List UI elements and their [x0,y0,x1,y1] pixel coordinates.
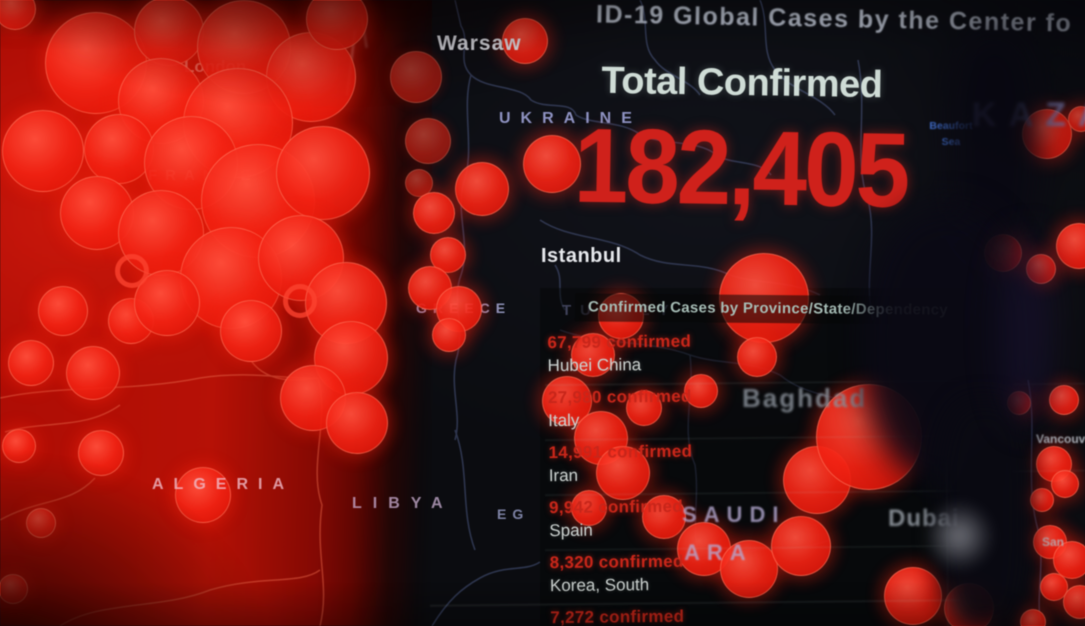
case-bubble[interactable] [1026,254,1056,284]
case-count: 27,980 confirmed [547,386,692,408]
case-bubble[interactable] [2,429,36,463]
case-bubble[interactable] [405,118,451,164]
case-region: Spain [549,520,593,541]
case-bubble[interactable] [1051,470,1079,498]
map-label-algeria: ALGERIA [152,476,294,493]
map-label-egypt-partial: EG [497,506,530,522]
map-label-kazakhstan-partial: KAZAK [972,96,1085,134]
case-bubble[interactable] [984,234,1022,272]
map-label-libya: LIBYA [352,495,454,512]
case-bubble[interactable] [326,392,388,454]
case-list-row[interactable]: 27,980 confirmed Italy [548,384,959,443]
case-count: 7,272 confirmed [550,606,685,626]
case-bubble[interactable] [38,286,88,336]
case-bubble[interactable] [1007,391,1031,415]
case-count: 9,942 confirmed [549,496,684,518]
total-confirmed-value: 182,405 [573,105,909,230]
case-bubble[interactable] [432,318,466,352]
case-bubble[interactable] [390,51,442,103]
total-confirmed-block: Total Confirmed 182,405 [544,59,938,230]
case-list-row[interactable]: 7,272 confirmed [550,604,961,626]
case-count: 67,799 confirmed [547,331,692,353]
case-region: Hubei China [547,355,642,376]
case-region: Korea, South [549,575,650,596]
case-bubble[interactable] [115,254,149,288]
case-bubble[interactable] [276,126,370,220]
map-label-san-partial: San [1042,535,1065,549]
case-bubble[interactable] [66,346,120,400]
case-bubble[interactable] [1030,488,1054,512]
case-bubble[interactable] [220,300,282,362]
case-bubble[interactable] [84,114,154,184]
case-count: 14,991 confirmed [548,441,693,463]
cases-list: 67,799 confirmed Hubei China 27,980 confir… [547,329,960,626]
case-list-row[interactable]: 67,799 confirmed Hubei China [547,329,958,388]
case-list-row[interactable]: 9,942 confirmed Spain [549,494,960,553]
map-label-istanbul: Istanbul [541,245,622,267]
case-bubble[interactable] [78,430,124,476]
case-region: Italy [548,410,580,431]
cases-panel-header: Confirmed Cases by Province/State/Depend… [574,293,962,325]
case-count: 8,320 confirmed [549,551,684,573]
case-bubble[interactable] [283,284,317,318]
case-bubble[interactable] [8,340,54,386]
case-bubble[interactable] [2,110,84,192]
map-label-vancouver: Vancouver [1036,432,1085,446]
map-label-warsaw: Warsaw [437,32,522,55]
case-bubble[interactable] [26,508,56,538]
total-confirmed-label: Total Confirmed [601,59,883,107]
case-bubble[interactable] [1049,385,1079,415]
case-bubble[interactable] [455,162,509,216]
case-region: Iran [548,465,579,486]
case-list-row[interactable]: 14,991 confirmed Iran [548,439,959,498]
case-bubble[interactable] [413,192,455,234]
